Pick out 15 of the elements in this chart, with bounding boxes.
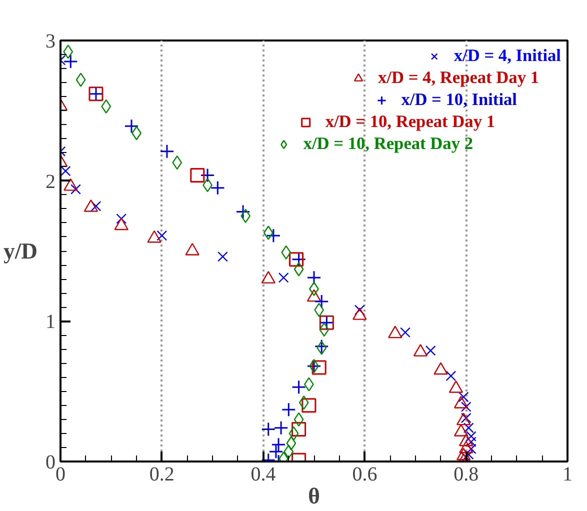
legend-label: x/D = 4, Repeat Day 1 (378, 68, 539, 88)
legend-label: x/D = 10, Repeat Day 2 (303, 134, 473, 154)
x-tick-label: 0.6 (352, 464, 378, 486)
x-axis-title: θ (308, 484, 320, 508)
y-tick-label: 3 (46, 30, 56, 52)
x-tick-label: 0.8 (454, 464, 479, 486)
legend-label: x/D = 10, Repeat Day 1 (325, 112, 495, 132)
y-axis-title: y/D (4, 238, 38, 264)
x-tick-label: 1 (562, 464, 572, 486)
legend-label: x/D = 10, Initial (401, 90, 517, 110)
x-tick-label: 0.2 (149, 464, 174, 486)
legend-label: x/D = 4, Initial (454, 46, 561, 66)
y-tick-label: 1 (46, 311, 56, 334)
x-tick-label: 0.4 (250, 464, 276, 486)
y-tick-label: 2 (46, 170, 56, 193)
